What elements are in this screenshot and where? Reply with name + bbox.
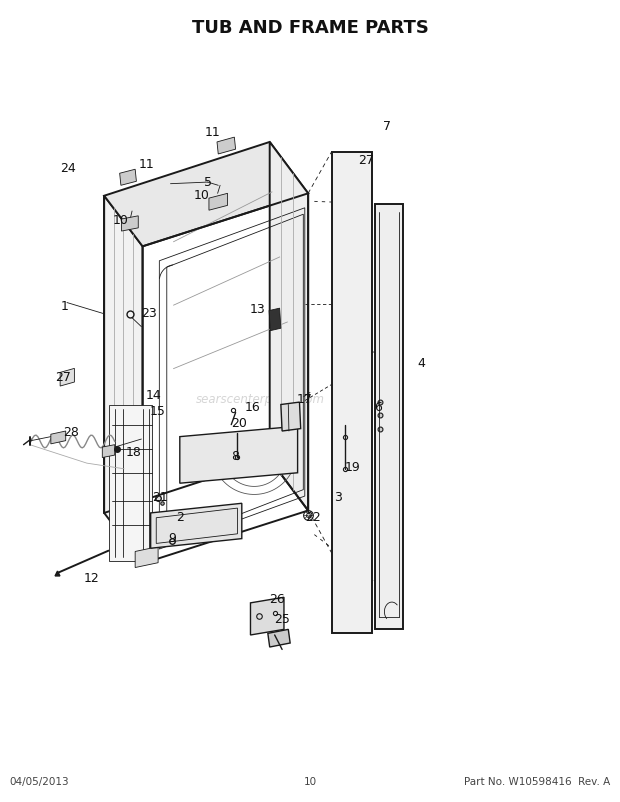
Text: TUB AND FRAME PARTS: TUB AND FRAME PARTS <box>192 19 428 37</box>
Polygon shape <box>102 445 115 458</box>
Polygon shape <box>151 504 242 549</box>
Text: 2: 2 <box>176 511 184 524</box>
Text: 6: 6 <box>374 401 382 414</box>
Text: 04/05/2013: 04/05/2013 <box>9 776 69 786</box>
Text: 18: 18 <box>125 445 141 458</box>
Text: 21: 21 <box>152 491 168 504</box>
Text: 14: 14 <box>145 388 161 401</box>
Text: 7: 7 <box>384 120 391 133</box>
Polygon shape <box>60 369 74 387</box>
Polygon shape <box>269 309 281 331</box>
Text: 11: 11 <box>205 126 221 139</box>
Text: 10: 10 <box>193 189 210 202</box>
Text: 12: 12 <box>84 571 100 584</box>
Polygon shape <box>375 205 403 630</box>
Text: 19: 19 <box>344 460 360 473</box>
Text: 15: 15 <box>149 404 166 417</box>
Text: 10: 10 <box>303 776 317 786</box>
Text: Part No. W10598416  Rev. A: Part No. W10598416 Rev. A <box>464 776 611 786</box>
Polygon shape <box>108 405 152 561</box>
Polygon shape <box>135 547 158 568</box>
Text: 25: 25 <box>274 613 290 626</box>
Polygon shape <box>281 403 301 431</box>
Text: 10: 10 <box>113 214 129 227</box>
Text: 27: 27 <box>55 371 71 383</box>
Polygon shape <box>250 597 284 635</box>
Polygon shape <box>180 427 298 484</box>
Text: 28: 28 <box>63 425 79 438</box>
Text: 17: 17 <box>297 393 313 406</box>
Polygon shape <box>217 138 236 155</box>
Text: 9: 9 <box>169 531 176 544</box>
Polygon shape <box>268 630 290 647</box>
Text: 23: 23 <box>141 306 157 319</box>
Polygon shape <box>104 143 308 247</box>
Polygon shape <box>104 196 143 564</box>
Polygon shape <box>122 217 138 232</box>
Text: 11: 11 <box>139 158 155 171</box>
Text: 22: 22 <box>305 511 321 524</box>
Text: 8: 8 <box>232 449 239 462</box>
Text: 1: 1 <box>61 300 69 313</box>
Text: 4: 4 <box>418 357 425 370</box>
Text: 20: 20 <box>231 417 247 430</box>
Polygon shape <box>209 194 228 211</box>
Text: 27: 27 <box>358 154 374 167</box>
Text: 5: 5 <box>204 176 211 188</box>
Polygon shape <box>332 152 372 634</box>
Polygon shape <box>51 431 66 444</box>
Text: searscenterparts.com: searscenterparts.com <box>196 393 325 406</box>
Text: 13: 13 <box>249 303 265 316</box>
Polygon shape <box>270 143 308 511</box>
Text: 16: 16 <box>244 400 260 413</box>
Text: 3: 3 <box>334 491 342 504</box>
Text: 24: 24 <box>60 162 76 175</box>
Text: 26: 26 <box>269 592 285 605</box>
Polygon shape <box>120 170 136 186</box>
